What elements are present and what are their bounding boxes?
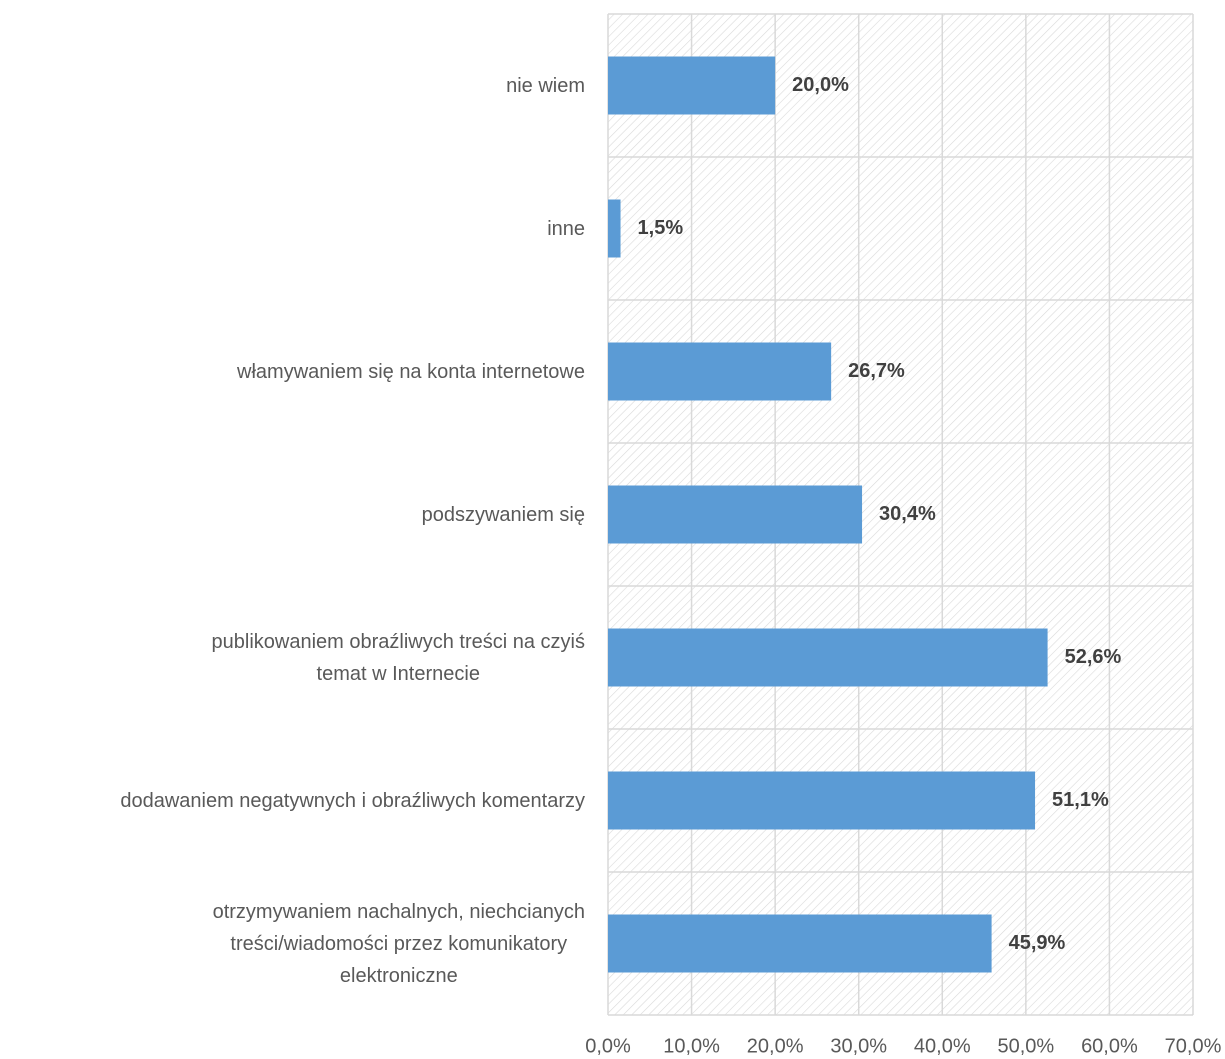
- y-tick-label-box: publikowaniem obraźliwych treści na czyi…: [212, 626, 585, 690]
- y-tick-label-box: podszywaniem się: [422, 499, 585, 531]
- bar: [608, 771, 1036, 830]
- value-label: 45,9%: [1009, 932, 1066, 954]
- y-tick-label: dodawaniem negatywnych i obraźliwych kom…: [120, 789, 585, 812]
- bar: [608, 914, 992, 973]
- bar: [608, 485, 863, 544]
- value-label: 1,5%: [638, 217, 684, 239]
- value-label: 20,0%: [792, 74, 849, 96]
- value-label: 26,7%: [848, 360, 905, 382]
- bar: [608, 199, 621, 258]
- y-tick-label-box: inne: [547, 213, 585, 245]
- y-tick-label-box: nie wiem: [506, 70, 585, 102]
- x-tick-label: 30,0%: [830, 1035, 887, 1057]
- y-tick-label: otrzymywaniem nachalnych, niechcianych t…: [212, 900, 585, 987]
- value-label: 51,1%: [1052, 789, 1109, 811]
- value-label: 30,4%: [879, 503, 936, 525]
- x-tick-label: 70,0%: [1165, 1035, 1222, 1057]
- bar: [608, 56, 776, 115]
- value-label: 52,6%: [1065, 646, 1122, 668]
- x-tick-label: 10,0%: [663, 1035, 720, 1057]
- y-tick-label: podszywaniem się: [421, 503, 585, 526]
- x-tick-label: 0,0%: [585, 1035, 631, 1057]
- y-tick-label: nie wiem: [506, 74, 585, 97]
- x-tick-label: 50,0%: [997, 1035, 1054, 1057]
- y-tick-label-box: włamywaniem się na konta internetowe: [237, 356, 585, 388]
- x-tick-label: 20,0%: [747, 1035, 804, 1057]
- y-tick-label-box: otrzymywaniem nachalnych, niechcianych t…: [213, 896, 585, 992]
- y-tick-label-box: dodawaniem negatywnych i obraźliwych kom…: [120, 785, 585, 817]
- y-tick-label: publikowaniem obraźliwych treści na czyi…: [211, 630, 585, 685]
- bar: [608, 342, 832, 401]
- y-tick-label: włamywaniem się na konta internetowe: [237, 360, 585, 383]
- x-tick-label: 40,0%: [914, 1035, 971, 1057]
- x-tick-label: 60,0%: [1081, 1035, 1138, 1057]
- y-tick-label: inne: [547, 217, 585, 240]
- bar: [608, 628, 1048, 687]
